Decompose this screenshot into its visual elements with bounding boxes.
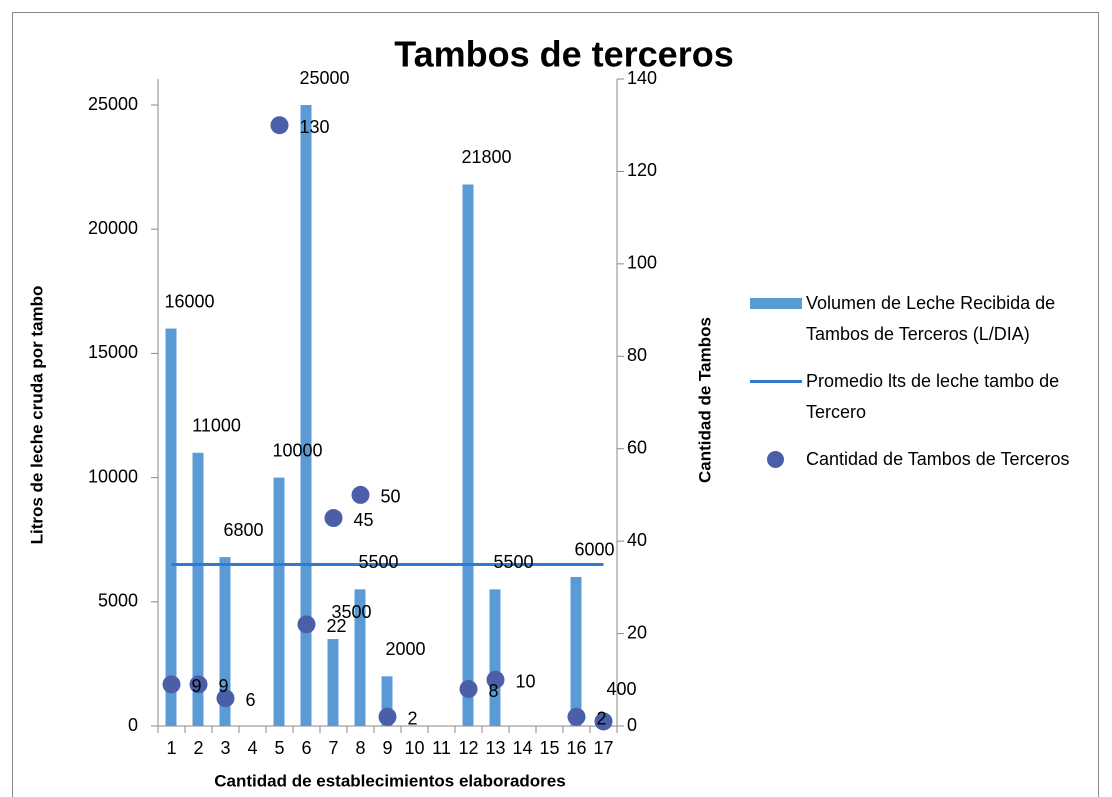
bar-label: 25000 (299, 68, 349, 88)
point-label: 2 (597, 709, 607, 729)
point-label: 9 (192, 676, 202, 696)
y2-tick-label: 0 (627, 715, 637, 735)
x-tick-label: 5 (274, 738, 284, 758)
x-tick-label: 7 (328, 738, 338, 758)
y-tick-label: 0 (128, 715, 138, 735)
bar-label: 21800 (461, 147, 511, 167)
legend: Volumen de Leche Recibida de Tambos de T… (750, 288, 1110, 491)
bar (462, 184, 474, 726)
point-label: 50 (381, 487, 401, 507)
legend-label: Volumen de Leche Recibida de Tambos de T… (806, 293, 1056, 344)
bar-label: 5500 (358, 552, 398, 572)
point (594, 712, 613, 731)
point (297, 615, 316, 634)
legend-key (750, 298, 802, 309)
x-tick-label: 14 (512, 738, 532, 758)
point-label: 8 (489, 681, 499, 701)
x-tick-label: 4 (247, 738, 257, 758)
bar-label: 10000 (272, 440, 322, 460)
y2-tick-label: 120 (627, 160, 657, 180)
point (378, 707, 397, 726)
x-tick-label: 10 (404, 738, 424, 758)
y2-tick-label: 140 (627, 68, 657, 88)
point (486, 670, 505, 689)
point-label: 9 (219, 676, 229, 696)
x-tick-label: 9 (382, 738, 392, 758)
bar (489, 589, 501, 726)
legend-key (767, 451, 784, 468)
legend-item: Promedio lts de leche tambo de Tercero (750, 366, 1106, 428)
point (216, 689, 235, 708)
y-tick-label: 15000 (88, 342, 138, 362)
legend-label: Cantidad de Tambos de Terceros (806, 449, 1070, 469)
point-label: 6 (246, 690, 256, 710)
x-tick-label: 3 (220, 738, 230, 758)
y-tick-label: 20000 (88, 218, 138, 238)
bar (570, 576, 582, 726)
bar-label: 6800 (223, 520, 263, 540)
point-label: 22 (327, 616, 347, 636)
x-tick-label: 13 (485, 738, 505, 758)
y2-axis-title: Cantidad de Tambos (695, 317, 714, 483)
bar (165, 328, 177, 726)
y2-tick-label: 40 (627, 530, 647, 550)
point (270, 116, 289, 135)
point-label: 130 (300, 117, 330, 137)
bar-label: 16000 (164, 291, 214, 311)
y2-tick-label: 20 (627, 622, 647, 642)
bar (219, 557, 231, 726)
bar (300, 105, 312, 726)
y-tick-label: 10000 (88, 466, 138, 486)
point (351, 485, 370, 504)
point (459, 680, 478, 699)
point (567, 707, 586, 726)
bar-label: 11000 (192, 416, 241, 436)
bar-label: 2000 (385, 639, 425, 659)
y-axis-title: Litros de leche cruda por tambo (27, 286, 46, 545)
legend-item: Cantidad de Tambos de Terceros (750, 444, 1106, 475)
x-axis-title: Cantidad de establecimientos elaboradore… (214, 771, 565, 790)
bar-label: 3500 (331, 602, 371, 622)
bar (327, 639, 339, 726)
legend-key (750, 380, 802, 383)
y-tick-label: 5000 (98, 591, 138, 611)
x-tick-label: 11 (432, 738, 451, 758)
point (162, 675, 181, 694)
point-label: 10 (516, 672, 536, 692)
bar (381, 676, 393, 726)
x-tick-label: 1 (166, 738, 176, 758)
point-label: 45 (354, 510, 374, 530)
bar-label: 400 (606, 679, 636, 699)
y2-tick-label: 100 (627, 253, 657, 273)
x-tick-label: 2 (193, 738, 203, 758)
bar-label: 6000 (574, 540, 614, 560)
point (189, 675, 208, 694)
x-tick-label: 17 (593, 738, 613, 758)
point (324, 509, 343, 528)
x-tick-label: 15 (539, 738, 559, 758)
bar (273, 477, 285, 726)
bar (354, 589, 366, 726)
bar-label: 5500 (493, 552, 533, 572)
y-tick-label: 25000 (88, 94, 138, 114)
x-tick-label: 12 (458, 738, 478, 758)
x-tick-label: 8 (355, 738, 365, 758)
y2-tick-label: 80 (627, 345, 647, 365)
legend-label: Promedio lts de leche tambo de Tercero (806, 371, 1060, 422)
point-label: 2 (408, 709, 418, 729)
bar (192, 452, 204, 726)
x-tick-label: 16 (566, 738, 586, 758)
x-tick-label: 6 (301, 738, 311, 758)
y2-tick-label: 60 (627, 437, 647, 457)
chart-title: Tambos de terceros (394, 34, 733, 75)
legend-item: Volumen de Leche Recibida de Tambos de T… (750, 288, 1106, 350)
